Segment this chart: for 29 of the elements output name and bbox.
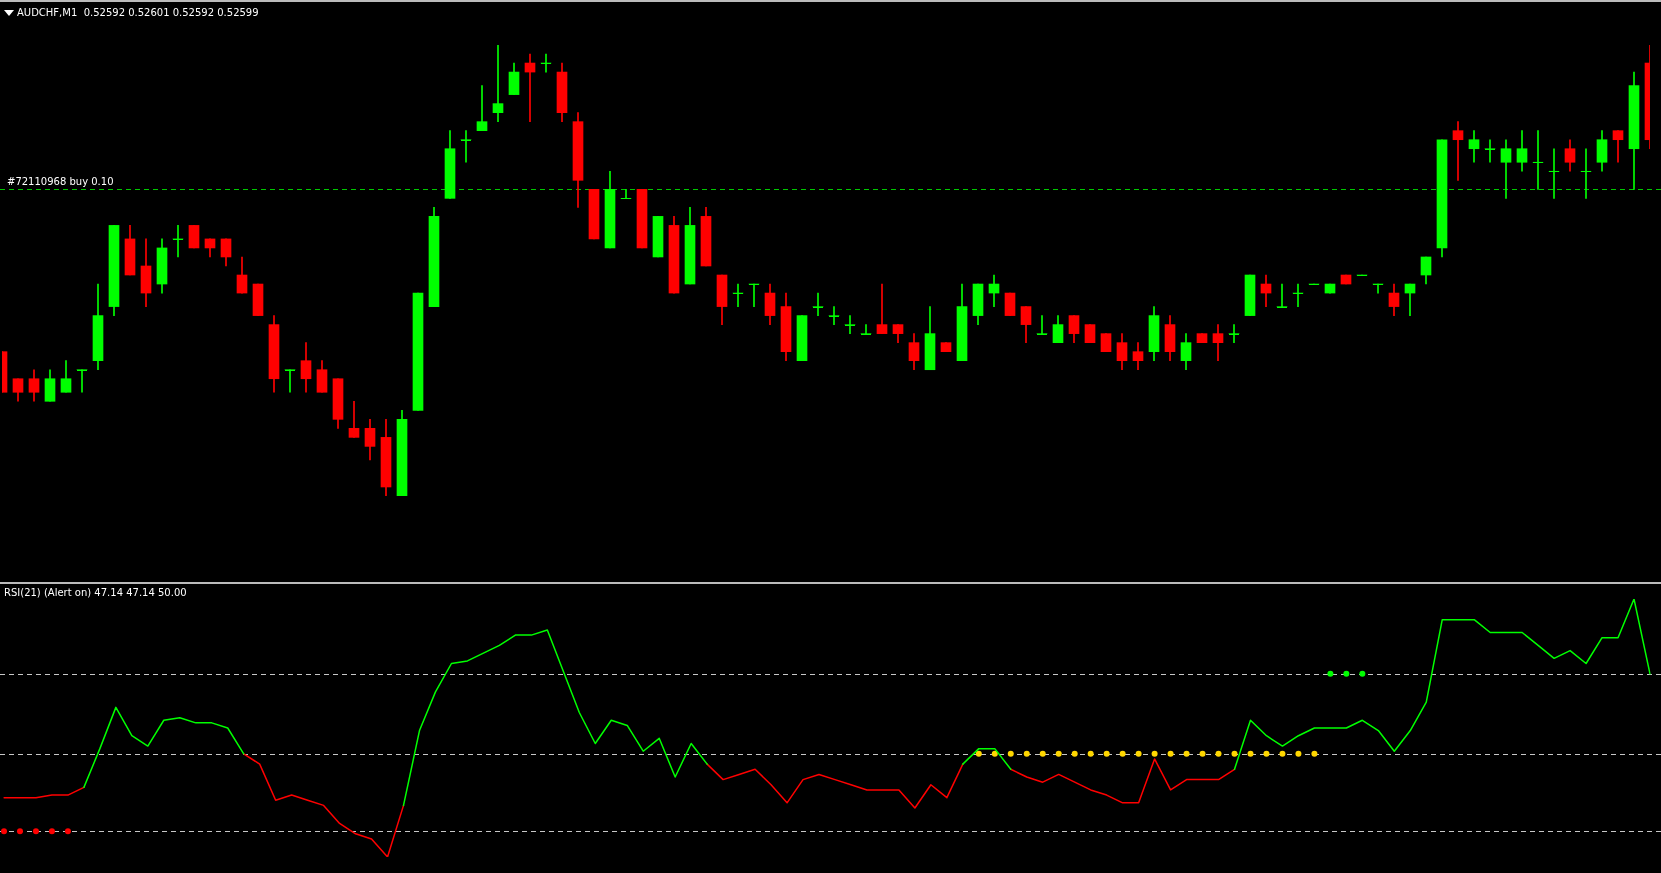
candlestick bbox=[1276, 283, 1288, 308]
candlestick bbox=[1548, 148, 1560, 199]
candlestick bbox=[172, 225, 184, 258]
candlestick bbox=[492, 45, 504, 122]
ref-line-label: #72110968 buy 0.10 bbox=[7, 175, 114, 187]
candlestick bbox=[284, 369, 296, 393]
chart-title: RSI(21) (Alert on) 47.14 47.14 50.00 bbox=[4, 587, 187, 599]
candlestick bbox=[828, 306, 840, 325]
chart-title: AUDCHF,M1 0.52592 0.52601 0.52592 0.52599 bbox=[17, 7, 259, 19]
candlestick bbox=[1228, 324, 1240, 343]
candlestick bbox=[748, 283, 760, 307]
candlestick bbox=[876, 283, 888, 334]
candlestick bbox=[476, 85, 488, 132]
candlestick bbox=[1580, 148, 1592, 199]
candlestick bbox=[540, 53, 552, 73]
candlestick bbox=[1036, 315, 1048, 335]
candlestick bbox=[844, 315, 856, 334]
candlestick bbox=[860, 324, 872, 335]
candlestick bbox=[732, 283, 744, 307]
candlestick bbox=[812, 292, 824, 316]
candlestick bbox=[1372, 283, 1384, 294]
candlestick bbox=[460, 130, 472, 163]
candlestick bbox=[1484, 139, 1496, 163]
candlestick bbox=[620, 188, 632, 199]
candlestick bbox=[1292, 283, 1304, 307]
candlestick bbox=[1452, 121, 1464, 181]
candlestick bbox=[76, 369, 88, 393]
candlestick bbox=[1532, 130, 1544, 190]
candlestick bbox=[1500, 139, 1512, 199]
